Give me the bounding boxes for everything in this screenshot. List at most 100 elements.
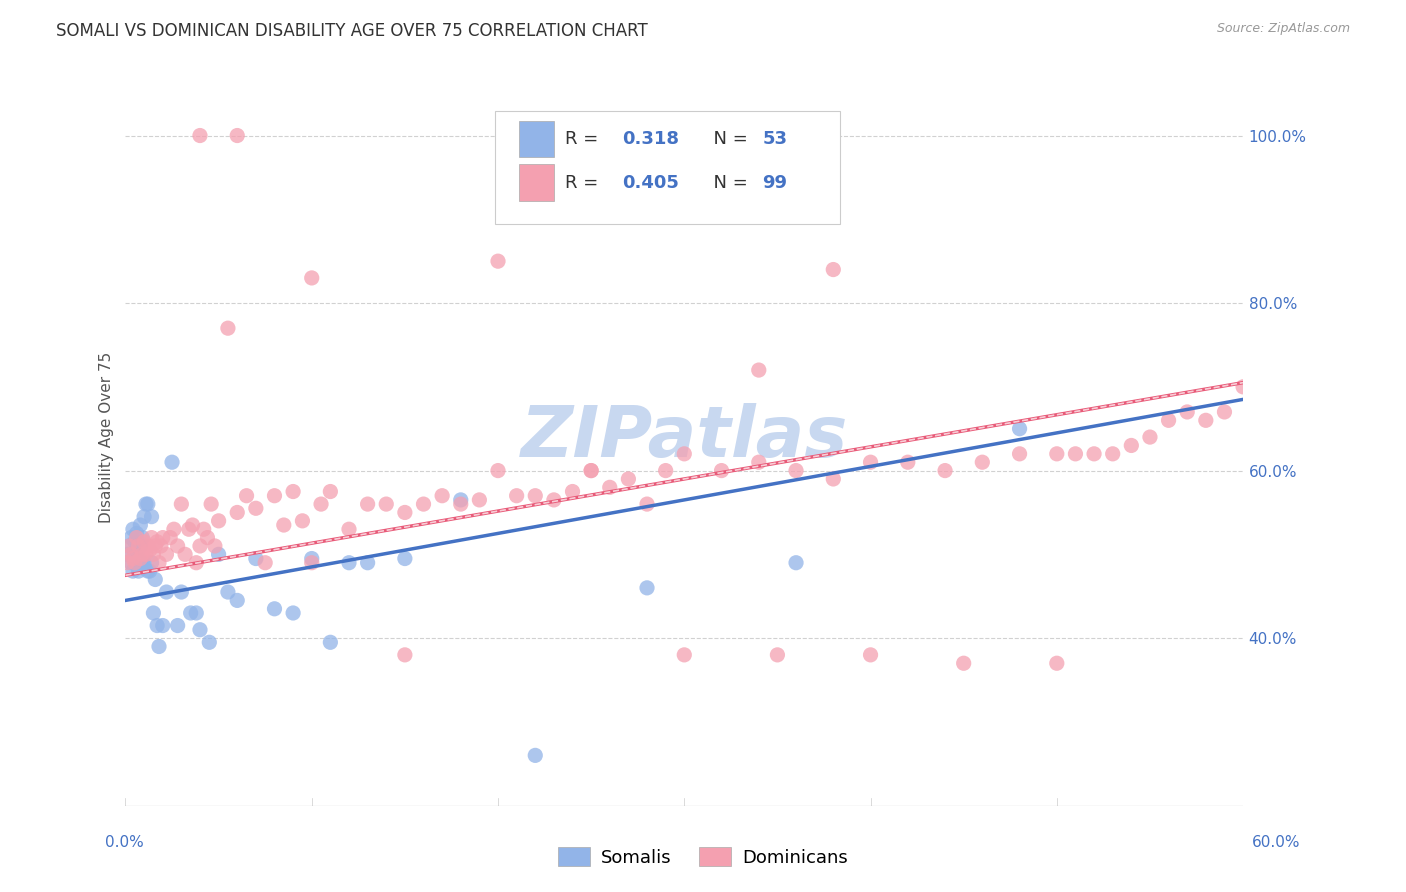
Point [301, 271, 323, 285]
Point [180, 606, 202, 620]
Point [579, 464, 602, 478]
Point [217, 321, 239, 335]
Point [1213, 405, 1236, 419]
Point [337, 556, 360, 570]
Point [1101, 447, 1123, 461]
Point [124, 534, 146, 549]
Point [122, 522, 145, 536]
Point [897, 455, 920, 469]
Text: 53: 53 [762, 130, 787, 148]
Point [166, 618, 188, 632]
Point [181, 518, 204, 533]
Point [170, 497, 193, 511]
Point [524, 489, 547, 503]
Point [170, 585, 193, 599]
Point [186, 606, 208, 620]
Point [263, 602, 285, 616]
Point [319, 484, 342, 499]
Point [131, 547, 153, 561]
Point [136, 564, 159, 578]
Point [125, 526, 148, 541]
Point [785, 464, 807, 478]
Point [1121, 438, 1143, 452]
Point [599, 480, 621, 494]
Point [155, 585, 177, 599]
Point [301, 556, 323, 570]
Point [152, 531, 174, 545]
Point [356, 556, 378, 570]
Point [166, 539, 188, 553]
Point [186, 556, 208, 570]
Point [177, 522, 200, 536]
Point [273, 518, 295, 533]
Text: R =: R = [565, 174, 610, 192]
Point [136, 497, 159, 511]
Point [375, 497, 398, 511]
Text: 0.318: 0.318 [621, 130, 679, 148]
Point [118, 539, 141, 553]
Point [468, 492, 491, 507]
Point [226, 128, 249, 143]
Point [579, 464, 602, 478]
Point [128, 564, 150, 578]
Point [146, 618, 169, 632]
Point [394, 551, 416, 566]
Point [163, 522, 186, 536]
Point [636, 497, 658, 511]
Point [159, 531, 181, 545]
FancyBboxPatch shape [519, 164, 554, 201]
Point [1195, 413, 1218, 427]
Point [122, 551, 145, 566]
Point [337, 522, 360, 536]
Point [120, 531, 142, 545]
Point [131, 556, 153, 570]
Point [394, 648, 416, 662]
Point [309, 497, 332, 511]
Point [120, 556, 142, 570]
Point [124, 547, 146, 561]
Point [125, 531, 148, 545]
Point [617, 472, 640, 486]
Point [141, 556, 163, 570]
Point [142, 606, 165, 620]
Text: 0.405: 0.405 [621, 174, 679, 192]
Point [160, 455, 183, 469]
Point [118, 539, 141, 553]
Text: N =: N = [702, 174, 754, 192]
Point [226, 593, 249, 607]
Point [823, 472, 845, 486]
Point [748, 455, 770, 469]
Point [117, 547, 139, 561]
Point [138, 543, 160, 558]
Point [1046, 657, 1069, 671]
Point [141, 509, 163, 524]
Point [291, 514, 314, 528]
Point [263, 489, 285, 503]
Point [129, 518, 152, 533]
Point [152, 618, 174, 632]
Point [204, 539, 226, 553]
Point [1232, 380, 1254, 394]
Point [1064, 447, 1087, 461]
Point [281, 484, 304, 499]
Point [934, 464, 956, 478]
Point [654, 464, 676, 478]
Point [128, 539, 150, 553]
Point [859, 455, 882, 469]
Text: ZIPatlas: ZIPatlas [520, 402, 848, 472]
Point [524, 748, 547, 763]
Point [823, 262, 845, 277]
Point [972, 455, 994, 469]
Point [193, 522, 215, 536]
Point [128, 551, 150, 566]
Point [245, 501, 267, 516]
Point [132, 509, 155, 524]
Point [135, 547, 157, 561]
Point [486, 464, 509, 478]
Text: 0.0%: 0.0% [105, 836, 145, 850]
Point [245, 551, 267, 566]
Point [149, 539, 172, 553]
Point [155, 547, 177, 561]
Point [143, 573, 166, 587]
Point [148, 556, 170, 570]
